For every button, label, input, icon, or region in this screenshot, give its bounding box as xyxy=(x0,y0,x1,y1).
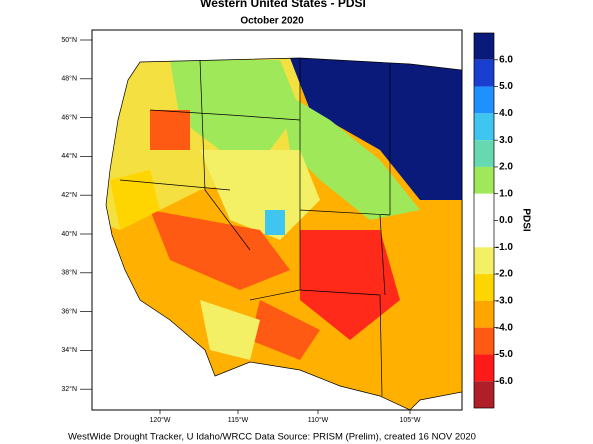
colorbar-bin xyxy=(474,59,494,87)
lon-label: 105°W xyxy=(399,416,420,424)
footer: WestWide Drought Tracker, U Idaho/WRCC D… xyxy=(68,432,476,443)
lat-label: 32°N xyxy=(61,385,77,393)
colorbar-bin xyxy=(474,354,494,382)
colorbar-title: PDSI xyxy=(520,208,531,232)
colorbar-label: -4.0 xyxy=(496,322,514,333)
colorbar-bin xyxy=(474,33,494,60)
colorbar-bin xyxy=(474,220,494,248)
colorbar-label: -5.0 xyxy=(496,349,514,360)
lat-label: 36°N xyxy=(61,307,77,315)
colorbar-bin xyxy=(474,274,494,301)
colorbar-label: 6.0 xyxy=(499,54,513,65)
lat-label: 34°N xyxy=(61,346,77,354)
colorbar-bin xyxy=(474,300,494,328)
colorbar: 6.0 5.0 4.0 3.0 2.0 1.0 0.0 -1.0 -2.0 -3.0 -4.0 -5.… xyxy=(473,32,514,409)
colorbar-label: -3.0 xyxy=(496,295,514,306)
lat-label: 46°N xyxy=(61,113,77,121)
colorbar-label: -2.0 xyxy=(496,269,514,280)
colorbar-bin xyxy=(474,113,494,141)
lat-label: 42°N xyxy=(61,191,77,199)
colorbar-bin xyxy=(474,166,494,194)
borders xyxy=(105,57,463,411)
colorbar-bin xyxy=(474,327,494,355)
colorbar-label: -6.0 xyxy=(496,376,514,387)
colorbar-bin xyxy=(474,140,494,167)
colorbar-label: 0.0 xyxy=(499,215,513,226)
colorbar-label: 1.0 xyxy=(499,188,513,199)
lat-label: 50°N xyxy=(61,36,77,44)
colorbar-label: -1.0 xyxy=(496,242,514,253)
title: Western United States - PDSI xyxy=(200,0,366,10)
lon-labels: 120°W 115°W 110°W 105°W xyxy=(149,410,421,424)
map xyxy=(91,29,463,411)
lat-label: 48°N xyxy=(61,75,77,83)
colorbar-label: 2.0 xyxy=(499,162,513,173)
lon-label: 110°W xyxy=(308,416,329,424)
colorbar-bin xyxy=(474,86,494,114)
colorbar-bin xyxy=(474,381,494,408)
colorbar-label: 3.0 xyxy=(499,135,513,146)
lat-label: 38°N xyxy=(61,269,77,277)
lat-label: 40°N xyxy=(61,230,77,238)
colorbar-label: 5.0 xyxy=(499,81,513,92)
colorbar-bin xyxy=(474,193,494,221)
lon-label: 120°W xyxy=(149,416,170,424)
colorbar-bin xyxy=(474,247,494,275)
lon-label: 115°W xyxy=(228,416,249,424)
lat-label: 44°N xyxy=(61,152,77,160)
subtitle: October 2020 xyxy=(240,16,304,27)
colorbar-label: 4.0 xyxy=(499,108,513,119)
lat-labels: 50°N 48°N 46°N 44°N 42°N 40°N 38°N 36°N 34°N 32°N xyxy=(61,36,92,393)
